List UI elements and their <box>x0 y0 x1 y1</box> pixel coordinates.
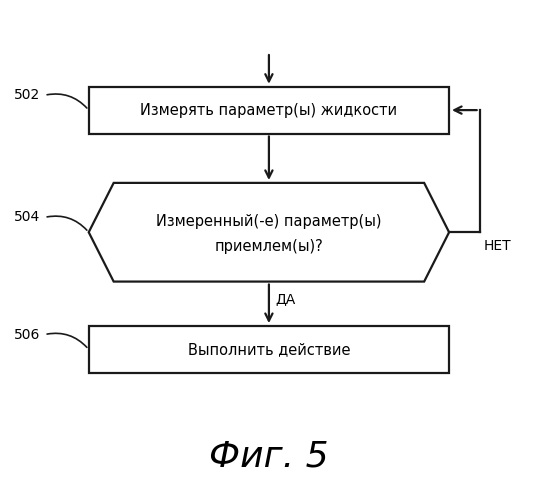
FancyBboxPatch shape <box>88 87 449 134</box>
Polygon shape <box>88 183 449 281</box>
Text: НЕТ: НЕТ <box>483 239 511 253</box>
Text: 504: 504 <box>14 211 40 225</box>
FancyBboxPatch shape <box>88 326 449 373</box>
Text: Измерять параметр(ы) жидкости: Измерять параметр(ы) жидкости <box>141 103 398 118</box>
Text: 502: 502 <box>14 88 40 102</box>
Text: Измеренный(-е) параметр(ы): Измеренный(-е) параметр(ы) <box>156 214 382 229</box>
Text: ДА: ДА <box>276 292 296 306</box>
Text: 506: 506 <box>14 328 40 342</box>
Text: приемлем(ы)?: приемлем(ы)? <box>214 239 323 253</box>
Text: Фиг. 5: Фиг. 5 <box>209 440 329 474</box>
Text: Выполнить действие: Выполнить действие <box>188 342 350 357</box>
